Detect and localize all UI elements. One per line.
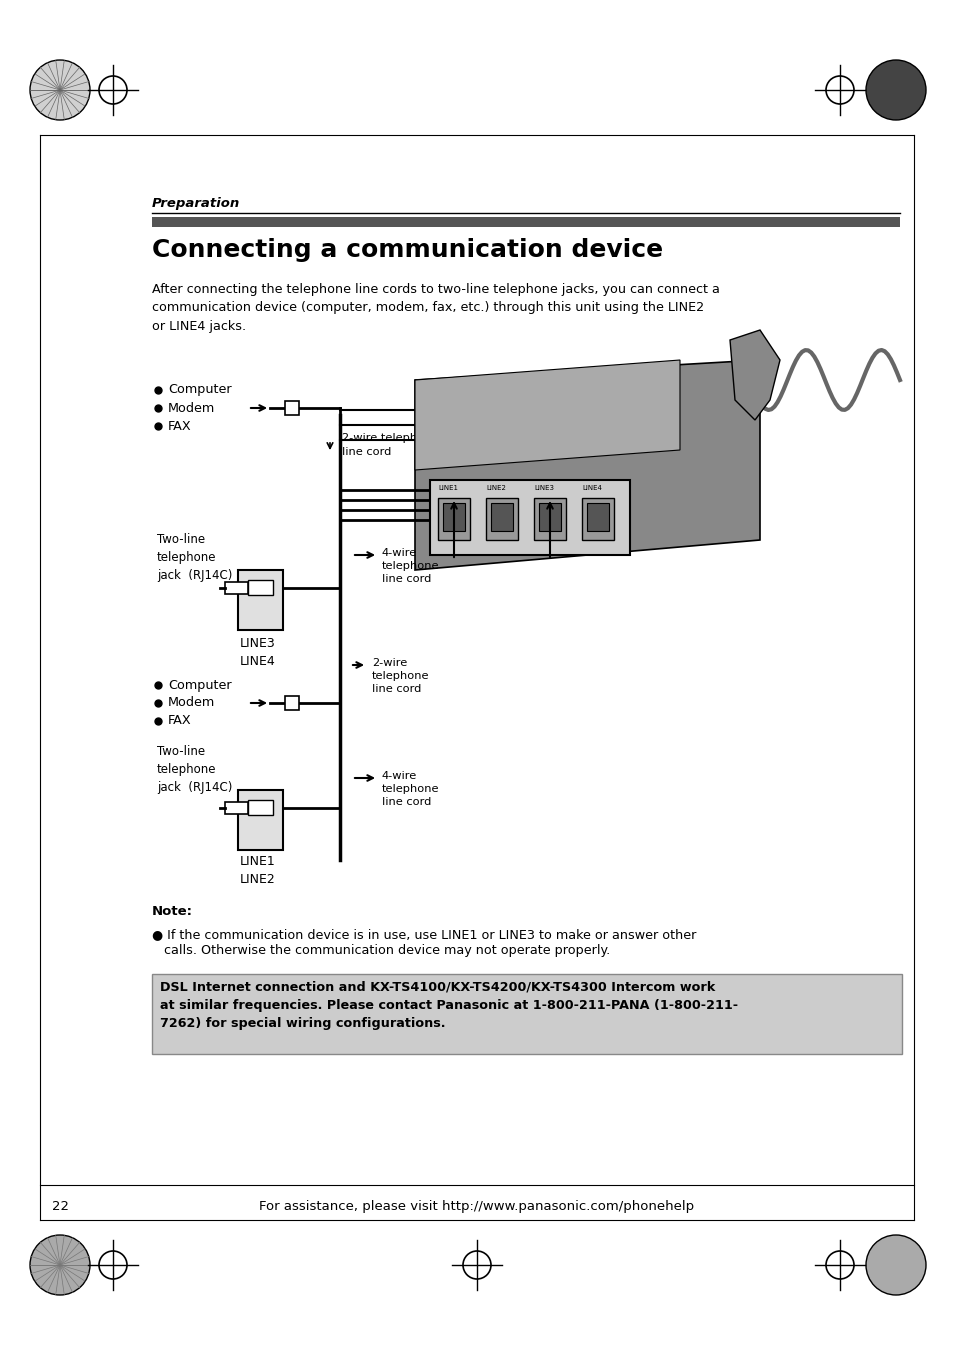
Text: After connecting the telephone line cords to two-line telephone jacks, you can c: After connecting the telephone line cord… [152, 282, 720, 332]
Text: 4-wire
telephone
line cord: 4-wire telephone line cord [381, 771, 439, 808]
Bar [237, 790, 283, 850]
Text: Two-line
telephone
jack  (RJ14C): Two-line telephone jack (RJ14C) [157, 744, 233, 794]
Text: FAX: FAX [168, 420, 192, 432]
Text: Modem: Modem [168, 401, 215, 415]
Text: Note:: Note: [152, 905, 193, 917]
Text: LINE2: LINE2 [485, 485, 505, 490]
Circle shape [30, 1235, 90, 1296]
Bar [152, 218, 899, 227]
Bar [237, 570, 283, 630]
Text: FAX: FAX [168, 715, 192, 727]
Text: LINE3
LINE4: LINE3 LINE4 [240, 638, 275, 667]
Polygon shape [415, 359, 760, 570]
Text: LINE3: LINE3 [534, 485, 554, 490]
Text: Connecting a communication device: Connecting a communication device [152, 238, 662, 262]
Bar [538, 503, 560, 531]
Circle shape [865, 59, 925, 120]
Bar [442, 503, 464, 531]
Text: DSL Internet connection and KX-TS4100/KX-TS4200/KX-TS4300 Intercom work
at simil: DSL Internet connection and KX-TS4100/KX… [160, 979, 738, 1029]
Bar [225, 802, 248, 815]
Bar [581, 499, 614, 540]
Bar [534, 499, 565, 540]
Bar [285, 696, 298, 711]
Text: 2-wire
telephone
line cord: 2-wire telephone line cord [372, 658, 429, 694]
Circle shape [865, 1235, 925, 1296]
Bar [491, 503, 513, 531]
Text: Preparation: Preparation [152, 197, 240, 209]
Bar [225, 582, 248, 594]
Text: Computer: Computer [168, 678, 232, 692]
Text: ● If the communication device is in use, use LINE1 or LINE3 to make or answer ot: ● If the communication device is in use,… [152, 928, 696, 942]
Text: For assistance, please visit http://www.panasonic.com/phonehelp: For assistance, please visit http://www.… [259, 1200, 694, 1213]
Bar [248, 800, 273, 815]
Text: 4-wire
telephone
line cord: 4-wire telephone line cord [381, 549, 439, 585]
Polygon shape [415, 359, 679, 470]
Bar [152, 974, 901, 1054]
Bar [437, 499, 470, 540]
Bar [485, 499, 517, 540]
Bar [248, 580, 273, 594]
Text: LINE1: LINE1 [437, 485, 457, 490]
Text: Modem: Modem [168, 697, 215, 709]
Text: 22: 22 [52, 1200, 69, 1213]
Text: 2-wire telephone
line cord: 2-wire telephone line cord [341, 434, 438, 457]
Text: calls. Otherwise the communication device may not operate properly.: calls. Otherwise the communication devic… [152, 944, 610, 957]
Text: Computer: Computer [168, 384, 232, 396]
Circle shape [30, 59, 90, 120]
Bar [285, 401, 298, 415]
Text: LINE4: LINE4 [581, 485, 601, 490]
Bar [430, 480, 629, 555]
Bar [586, 503, 608, 531]
Text: Two-line
telephone
jack  (RJ14C): Two-line telephone jack (RJ14C) [157, 534, 233, 582]
Text: LINE1
LINE2: LINE1 LINE2 [240, 855, 275, 886]
Polygon shape [729, 330, 780, 420]
